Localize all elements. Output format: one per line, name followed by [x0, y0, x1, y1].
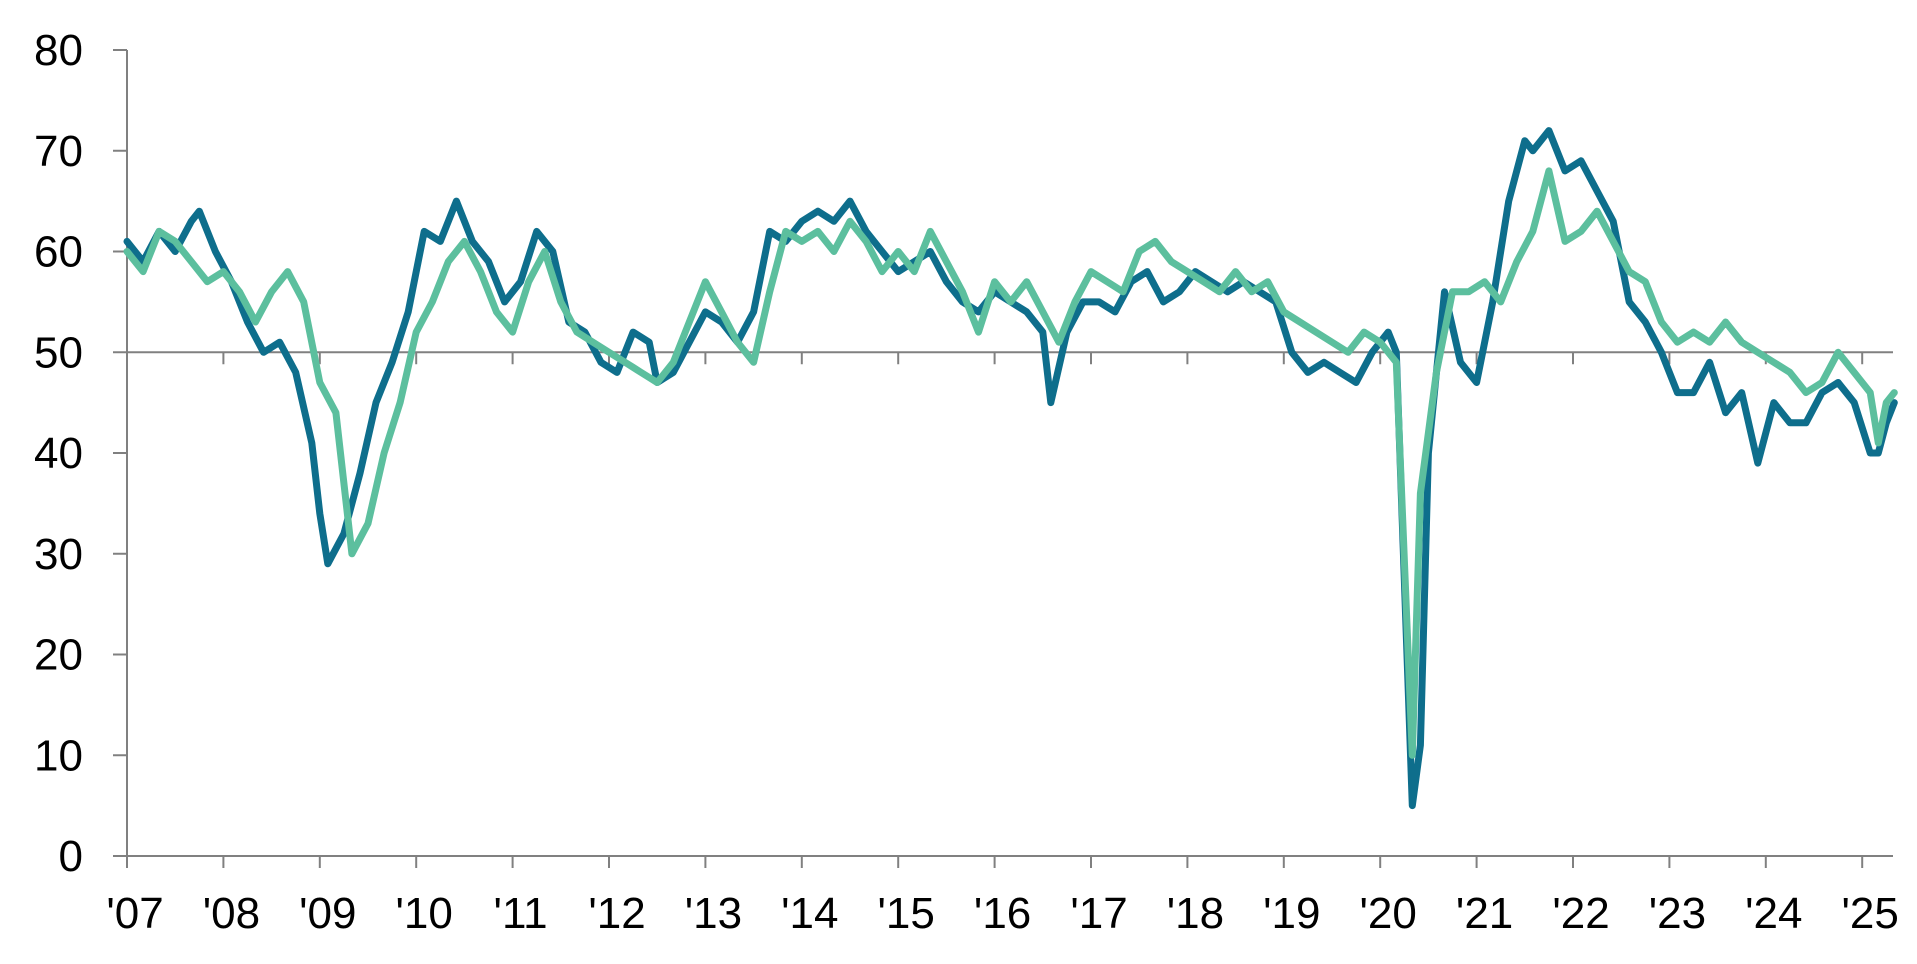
x-tick-label: '15 [878, 889, 935, 938]
x-tick-label: '23 [1649, 889, 1706, 938]
y-tick-label: 30 [34, 530, 83, 579]
x-tick-label: '21 [1456, 889, 1513, 938]
x-tick-label: '10 [396, 889, 453, 938]
y-tick-label: 10 [34, 731, 83, 780]
x-tick-label: '24 [1745, 889, 1802, 938]
y-tick-label: 70 [34, 127, 83, 176]
x-tick-label: '11 [494, 889, 548, 938]
x-tick-label: '20 [1360, 889, 1417, 938]
x-tick-label: '17 [1070, 889, 1127, 938]
x-axis: '07 '08 '09 '10 '11 '12 '13 '14 '15 '16 '17 '18 '19 '… [106, 855, 1899, 938]
y-tick-label: 20 [34, 631, 83, 680]
x-tick-label: '16 [974, 889, 1031, 938]
y-tick-label: 40 [34, 429, 83, 478]
x-tick-label: '22 [1552, 889, 1609, 938]
x-tick-label: '19 [1263, 889, 1320, 938]
x-tick-label: '13 [685, 889, 742, 938]
x-tick-label: '12 [588, 889, 645, 938]
x-tick-label: '08 [203, 889, 260, 938]
y-tick-label: 50 [34, 328, 83, 377]
y-axis: 0 10 20 30 40 50 60 70 80 [34, 26, 128, 881]
y-tick-label: 80 [34, 26, 83, 75]
x-tick-label: '14 [781, 889, 838, 938]
x-tick-label: '09 [299, 889, 356, 938]
reference-line-50 [126, 351, 1893, 365]
x-tick-label: '25 [1842, 889, 1899, 938]
y-tick-label: 0 [59, 832, 83, 881]
series-line-2 [123, 167, 1898, 759]
y-tick-label: 60 [34, 228, 83, 277]
series-lines [123, 127, 1898, 810]
x-tick-label: '18 [1167, 889, 1224, 938]
series-line-1 [123, 127, 1898, 810]
x-tick-label: '07 [106, 889, 163, 938]
